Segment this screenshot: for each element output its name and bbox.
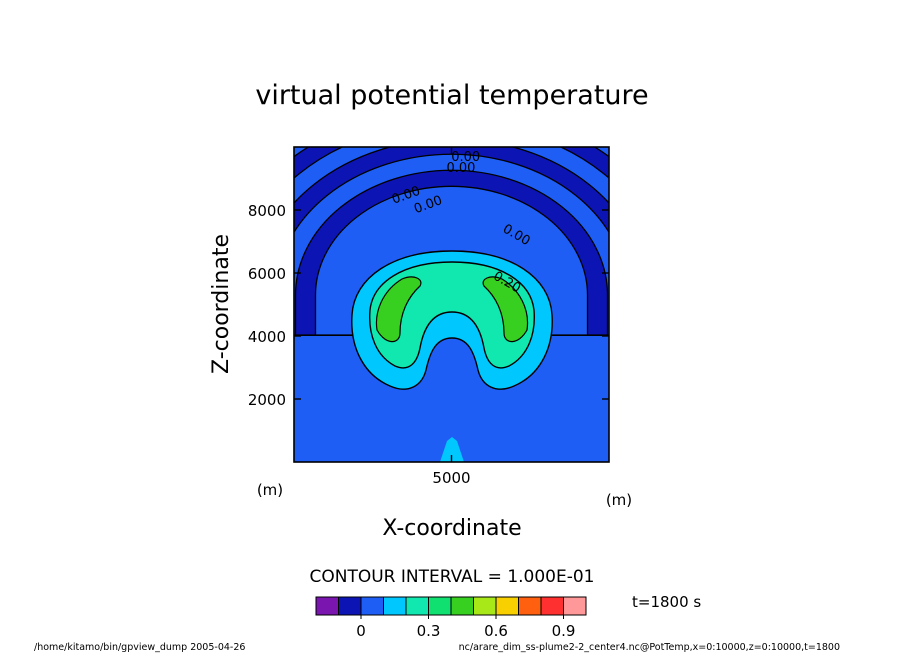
- colorbar-swatch: [383, 596, 407, 616]
- x-tick-label: 5000: [432, 469, 470, 487]
- plot-area: 0.000.000.000.000.000.20: [294, 147, 609, 462]
- footer-left-text: /home/kitamo/bin/gpview_dump 2005-04-26: [34, 642, 245, 653]
- time-label: t=1800 s: [632, 593, 701, 611]
- thermal-plume: [351, 250, 553, 462]
- colorbar-tick-label: 0: [356, 622, 366, 640]
- chart-title: virtual potential temperature: [255, 80, 648, 111]
- colorbar-ticks: 0 0.3 0.6 0.9: [356, 615, 575, 640]
- colorbar-swatch: [540, 596, 564, 616]
- x-axis-label: X-coordinate: [382, 516, 521, 541]
- colorbar-swatch: [495, 596, 519, 616]
- colorbar-swatch: [360, 596, 384, 616]
- colorbar-swatch: [518, 596, 542, 616]
- colorbar-swatch: [338, 596, 362, 616]
- colorbar-tick-label: 0.3: [417, 622, 441, 640]
- colorbar-swatch: [428, 596, 452, 616]
- colorbar-swatch: [315, 596, 339, 616]
- y-tick-label: 8000: [248, 202, 286, 220]
- y-tick-label: 4000: [248, 328, 286, 346]
- colorbar-swatch: [450, 596, 474, 616]
- plume-core-left: [375, 276, 422, 343]
- surface-heat-source: [440, 437, 464, 462]
- plume-core-right: [482, 276, 529, 343]
- colorbar-swatch: [405, 596, 429, 616]
- y-tick-label: 2000: [248, 391, 286, 409]
- y-axis-ticks: 2000 4000 6000 8000: [248, 202, 609, 409]
- footer-right-text: nc/arare_dim_ss-plume2-2_center4.nc@PotT…: [459, 642, 840, 653]
- y-tick-label: 6000: [248, 265, 286, 283]
- contour-interval-label: CONTOUR INTERVAL = 1.000E-01: [310, 567, 595, 587]
- y-axis-label: Z-coordinate: [209, 234, 234, 374]
- y-unit-label: (m): [606, 491, 632, 509]
- colorbar-tick-label: 0.9: [552, 622, 576, 640]
- colorbar: [315, 596, 587, 616]
- x-axis-ticks: 5000: [432, 147, 471, 487]
- x-unit-label: (m): [257, 481, 283, 499]
- contour-label: 0.00: [446, 161, 475, 176]
- colorbar-swatch: [473, 596, 497, 616]
- colorbar-swatch: [563, 596, 587, 616]
- contour-label: 0.00: [451, 150, 480, 165]
- colorbar-tick-label: 0.6: [484, 622, 508, 640]
